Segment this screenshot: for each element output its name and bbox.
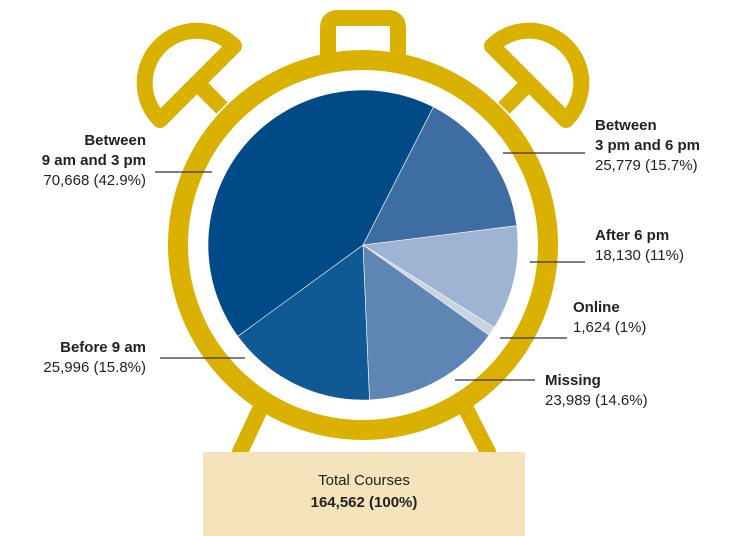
slice-label: Between 9 am and 3 pm 70,668 (42.9%): [42, 131, 146, 191]
slice-label: Online 1,624 (1%): [573, 298, 646, 338]
slice-value: 23,989 (14.6%): [545, 392, 648, 409]
clock-leg: [232, 397, 270, 460]
total-label: Total Courses: [318, 472, 410, 489]
slice-name: Between 3 pm and 6 pm: [595, 117, 701, 154]
clock-bell: [136, 22, 242, 128]
slice-name: Missing: [545, 372, 601, 389]
slice: [362, 106, 518, 246]
slice-label: Before 9 am 25,996 (15.8%): [43, 338, 146, 378]
slice-name: Before 9 am: [60, 339, 146, 356]
slice-label: After 6 pm 18,130 (11%): [595, 226, 684, 266]
leaders: [155, 152, 585, 381]
clock-stem: [192, 78, 228, 114]
slice: [362, 225, 519, 328]
slice-value: 1,624 (1%): [573, 319, 647, 336]
clock-bell: [484, 22, 590, 128]
slice-name: Online: [573, 299, 620, 316]
clock-leg: [456, 397, 496, 460]
slice: [207, 89, 434, 337]
slice-label: Missing 23,989 (14.6%): [545, 371, 648, 411]
slice-value: 18,130 (11%): [595, 247, 684, 264]
slice: [362, 244, 490, 401]
pie: [207, 89, 519, 401]
slice-value: 25,996 (15.8%): [43, 359, 146, 376]
slice-label: Between 3 pm and 6 pm 25,779 (15.7%): [595, 116, 700, 176]
total-box: Total Courses 164,562 (100%): [203, 452, 525, 536]
slice-value: 70,668 (42.9%): [43, 172, 146, 189]
slice-name: After 6 pm: [595, 227, 670, 244]
slice: [237, 244, 370, 401]
slice-name: Between 9 am and 3 pm: [41, 132, 146, 169]
clock-handle: [320, 9, 406, 62]
slice-value: 25,779 (15.7%): [595, 157, 698, 174]
clock-stem: [498, 78, 534, 114]
total-value: 164,562 (100%): [310, 494, 418, 511]
